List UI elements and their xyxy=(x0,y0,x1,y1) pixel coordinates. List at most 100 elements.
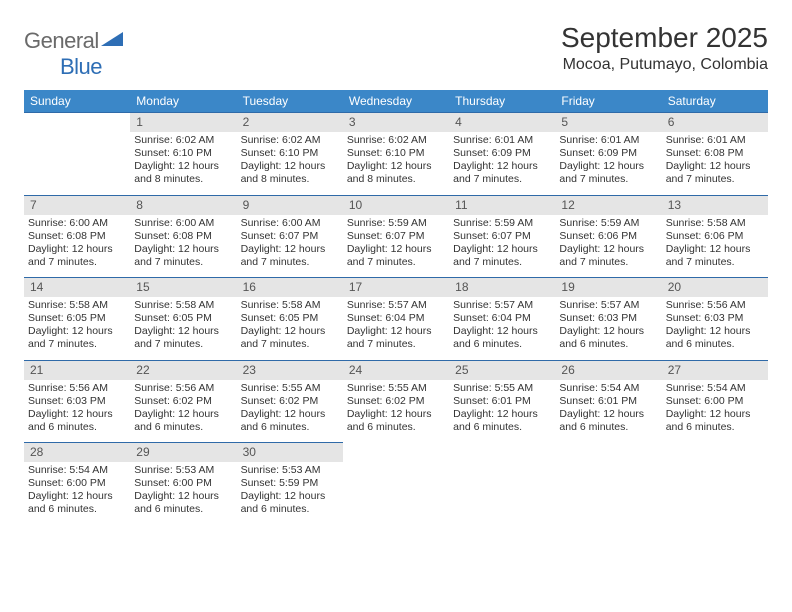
weekday-header: Monday xyxy=(130,90,236,112)
calendar-cell: 23Sunrise: 5:55 AMSunset: 6:02 PMDayligh… xyxy=(237,360,343,443)
sunset-line: Sunset: 6:00 PM xyxy=(666,395,764,408)
day-number: 26 xyxy=(555,361,661,380)
sunset-line: Sunset: 6:10 PM xyxy=(134,147,232,160)
sunrise-line: Sunrise: 5:59 AM xyxy=(559,217,657,230)
day-number: 2 xyxy=(237,113,343,132)
calendar-cell xyxy=(662,442,768,525)
day-number: 21 xyxy=(24,361,130,380)
day-number: 16 xyxy=(237,278,343,297)
daylight-line: Daylight: 12 hours and 6 minutes. xyxy=(453,408,551,434)
sunrise-line: Sunrise: 5:59 AM xyxy=(453,217,551,230)
sunrise-line: Sunrise: 5:56 AM xyxy=(134,382,232,395)
month-title: September 2025 xyxy=(561,22,768,54)
daylight-line: Daylight: 12 hours and 6 minutes. xyxy=(241,408,339,434)
day-number: 22 xyxy=(130,361,236,380)
day-number: 6 xyxy=(662,113,768,132)
sunset-line: Sunset: 6:05 PM xyxy=(241,312,339,325)
sunrise-line: Sunrise: 5:59 AM xyxy=(347,217,445,230)
day-number: 20 xyxy=(662,278,768,297)
calendar-cell: 14Sunrise: 5:58 AMSunset: 6:05 PMDayligh… xyxy=(24,277,130,360)
calendar-cell: 8Sunrise: 6:00 AMSunset: 6:08 PMDaylight… xyxy=(130,195,236,278)
calendar-cell: 10Sunrise: 5:59 AMSunset: 6:07 PMDayligh… xyxy=(343,195,449,278)
sunrise-line: Sunrise: 5:55 AM xyxy=(241,382,339,395)
day-number: 7 xyxy=(24,196,130,215)
weekday-header: Wednesday xyxy=(343,90,449,112)
daylight-line: Daylight: 12 hours and 7 minutes. xyxy=(347,325,445,351)
sunrise-line: Sunrise: 5:55 AM xyxy=(347,382,445,395)
sunset-line: Sunset: 6:07 PM xyxy=(453,230,551,243)
calendar-cell: 22Sunrise: 5:56 AMSunset: 6:02 PMDayligh… xyxy=(130,360,236,443)
daylight-line: Daylight: 12 hours and 7 minutes. xyxy=(241,243,339,269)
sunrise-line: Sunrise: 6:01 AM xyxy=(559,134,657,147)
daylight-line: Daylight: 12 hours and 6 minutes. xyxy=(134,490,232,516)
calendar-cell: 29Sunrise: 5:53 AMSunset: 6:00 PMDayligh… xyxy=(130,442,236,525)
sunset-line: Sunset: 6:05 PM xyxy=(134,312,232,325)
daylight-line: Daylight: 12 hours and 7 minutes. xyxy=(28,325,126,351)
sunrise-line: Sunrise: 5:54 AM xyxy=(666,382,764,395)
calendar-cell: 24 Sunrise: 5:55 AMSunset: 6:02 PMDayligh… xyxy=(343,360,449,443)
daylight-line: Daylight: 12 hours and 6 minutes. xyxy=(666,325,764,351)
sunset-line: Sunset: 5:59 PM xyxy=(241,477,339,490)
calendar-cell: 5Sunrise: 6:01 AMSunset: 6:09 PMDaylight… xyxy=(555,112,661,195)
day-number: 13 xyxy=(662,196,768,215)
calendar-cell: 30Sunrise: 5:53 AMSunset: 5:59 PMDayligh… xyxy=(237,442,343,525)
sunset-line: Sunset: 6:02 PM xyxy=(241,395,339,408)
day-number: 28 xyxy=(24,443,130,462)
day-number: 12 xyxy=(555,196,661,215)
sunrise-line: Sunrise: 6:02 AM xyxy=(347,134,445,147)
day-number: 11 xyxy=(449,196,555,215)
day-number: 24 xyxy=(343,361,449,380)
day-number: 25 xyxy=(449,361,555,380)
sunrise-line: Sunrise: 5:57 AM xyxy=(453,299,551,312)
calendar-cell: 19Sunrise: 5:57 AMSunset: 6:03 PMDayligh… xyxy=(555,277,661,360)
daylight-line: Daylight: 12 hours and 8 minutes. xyxy=(134,160,232,186)
sunset-line: Sunset: 6:06 PM xyxy=(559,230,657,243)
logo-text-blue: Blue xyxy=(60,54,102,79)
sunrise-line: Sunrise: 6:00 AM xyxy=(241,217,339,230)
day-number: 29 xyxy=(130,443,236,462)
sunset-line: Sunset: 6:10 PM xyxy=(241,147,339,160)
daylight-line: Daylight: 12 hours and 6 minutes. xyxy=(347,408,445,434)
day-number: 3 xyxy=(343,113,449,132)
sunrise-line: Sunrise: 5:55 AM xyxy=(453,382,551,395)
sunset-line: Sunset: 6:00 PM xyxy=(134,477,232,490)
weekday-header-row: SundayMondayTuesdayWednesdayThursdayFrid… xyxy=(24,90,768,112)
day-number: 18 xyxy=(449,278,555,297)
day-number: 5 xyxy=(555,113,661,132)
sunset-line: Sunset: 6:06 PM xyxy=(666,230,764,243)
calendar-cell xyxy=(343,442,449,525)
sunset-line: Sunset: 6:02 PM xyxy=(347,395,445,408)
daylight-line: Daylight: 12 hours and 7 minutes. xyxy=(559,160,657,186)
day-number: 15 xyxy=(130,278,236,297)
calendar-cell: 6Sunrise: 6:01 AMSunset: 6:08 PMDaylight… xyxy=(662,112,768,195)
daylight-line: Daylight: 12 hours and 7 minutes. xyxy=(453,243,551,269)
calendar-cell: 1Sunrise: 6:02 AMSunset: 6:10 PMDaylight… xyxy=(130,112,236,195)
daylight-line: Daylight: 12 hours and 6 minutes. xyxy=(559,325,657,351)
day-number: 8 xyxy=(130,196,236,215)
daylight-line: Daylight: 12 hours and 6 minutes. xyxy=(559,408,657,434)
sunrise-line: Sunrise: 5:58 AM xyxy=(28,299,126,312)
weekday-header: Tuesday xyxy=(237,90,343,112)
sunset-line: Sunset: 6:08 PM xyxy=(28,230,126,243)
sunset-line: Sunset: 6:03 PM xyxy=(28,395,126,408)
calendar-cell: 4Sunrise: 6:01 AMSunset: 6:09 PMDaylight… xyxy=(449,112,555,195)
day-number: 9 xyxy=(237,196,343,215)
daylight-line: Daylight: 12 hours and 7 minutes. xyxy=(134,325,232,351)
sunset-line: Sunset: 6:07 PM xyxy=(347,230,445,243)
calendar-cell: 16Sunrise: 5:58 AMSunset: 6:05 PMDayligh… xyxy=(237,277,343,360)
sunrise-line: Sunrise: 5:54 AM xyxy=(559,382,657,395)
calendar-cell: 18Sunrise: 5:57 AMSunset: 6:04 PMDayligh… xyxy=(449,277,555,360)
sunrise-line: Sunrise: 5:58 AM xyxy=(666,217,764,230)
day-number: 14 xyxy=(24,278,130,297)
calendar-cell: 17Sunrise: 5:57 AMSunset: 6:04 PMDayligh… xyxy=(343,277,449,360)
sunrise-line: Sunrise: 6:00 AM xyxy=(134,217,232,230)
daylight-line: Daylight: 12 hours and 6 minutes. xyxy=(28,490,126,516)
sunset-line: Sunset: 6:01 PM xyxy=(559,395,657,408)
daylight-line: Daylight: 12 hours and 8 minutes. xyxy=(347,160,445,186)
weekday-header: Sunday xyxy=(24,90,130,112)
sunset-line: Sunset: 6:01 PM xyxy=(453,395,551,408)
sunrise-line: Sunrise: 6:01 AM xyxy=(453,134,551,147)
sunset-line: Sunset: 6:03 PM xyxy=(559,312,657,325)
day-number: 17 xyxy=(343,278,449,297)
calendar: SundayMondayTuesdayWednesdayThursdayFrid… xyxy=(24,90,768,525)
